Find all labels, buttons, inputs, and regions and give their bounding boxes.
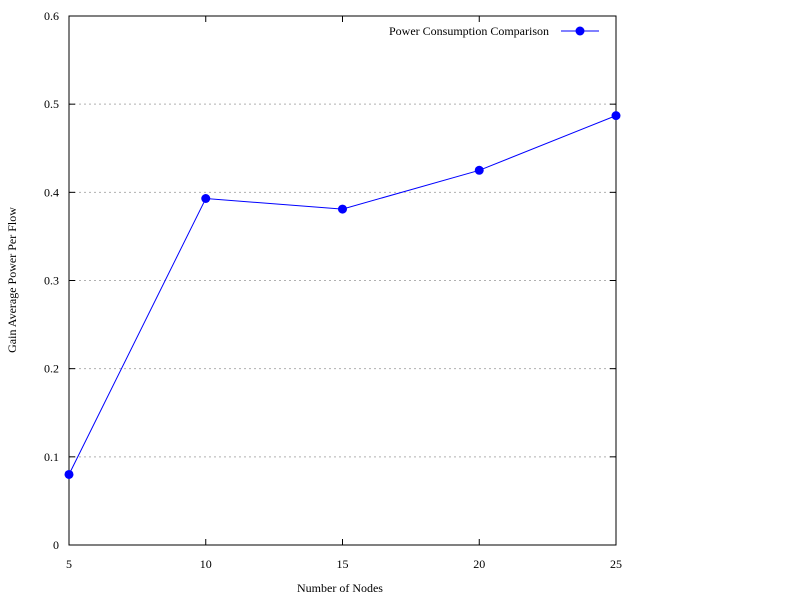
axis-ticks: 0 0.1 0.2 0.3 0.4 0.5 0.6 5 10 15 20 25	[44, 9, 622, 571]
y-axis-label: Gain Average Power Per Flow	[5, 207, 19, 353]
data-point	[338, 204, 347, 214]
x-tick-label: 15	[337, 557, 349, 571]
x-tick-label: 25	[610, 557, 622, 571]
data-point	[474, 165, 484, 175]
y-tick-label: 0.6	[44, 9, 59, 23]
grid-lines	[69, 103, 616, 458]
x-tick-label: 10	[200, 557, 212, 571]
x-tick-label: 20	[473, 557, 485, 571]
y-tick-label: 0	[53, 538, 59, 552]
legend-marker	[575, 26, 585, 36]
data-point	[64, 469, 74, 479]
y-tick-label: 0.5	[44, 97, 59, 111]
y-tick-label: 0.1	[44, 450, 59, 464]
y-tick-label: 0.4	[44, 185, 59, 199]
x-axis-label: Number of Nodes	[297, 581, 383, 595]
data-point	[201, 194, 211, 204]
plot-area-frame	[68, 15, 617, 546]
data-point	[611, 111, 621, 121]
y-tick-label: 0.2	[44, 362, 59, 376]
x-tick-label: 5	[66, 557, 72, 571]
y-tick-label: 0.3	[44, 274, 59, 288]
series-line	[68, 115, 617, 475]
series-group	[64, 111, 621, 479]
legend-label: Power Consumption Comparison	[389, 24, 549, 38]
legend: Power Consumption Comparison	[389, 24, 599, 38]
